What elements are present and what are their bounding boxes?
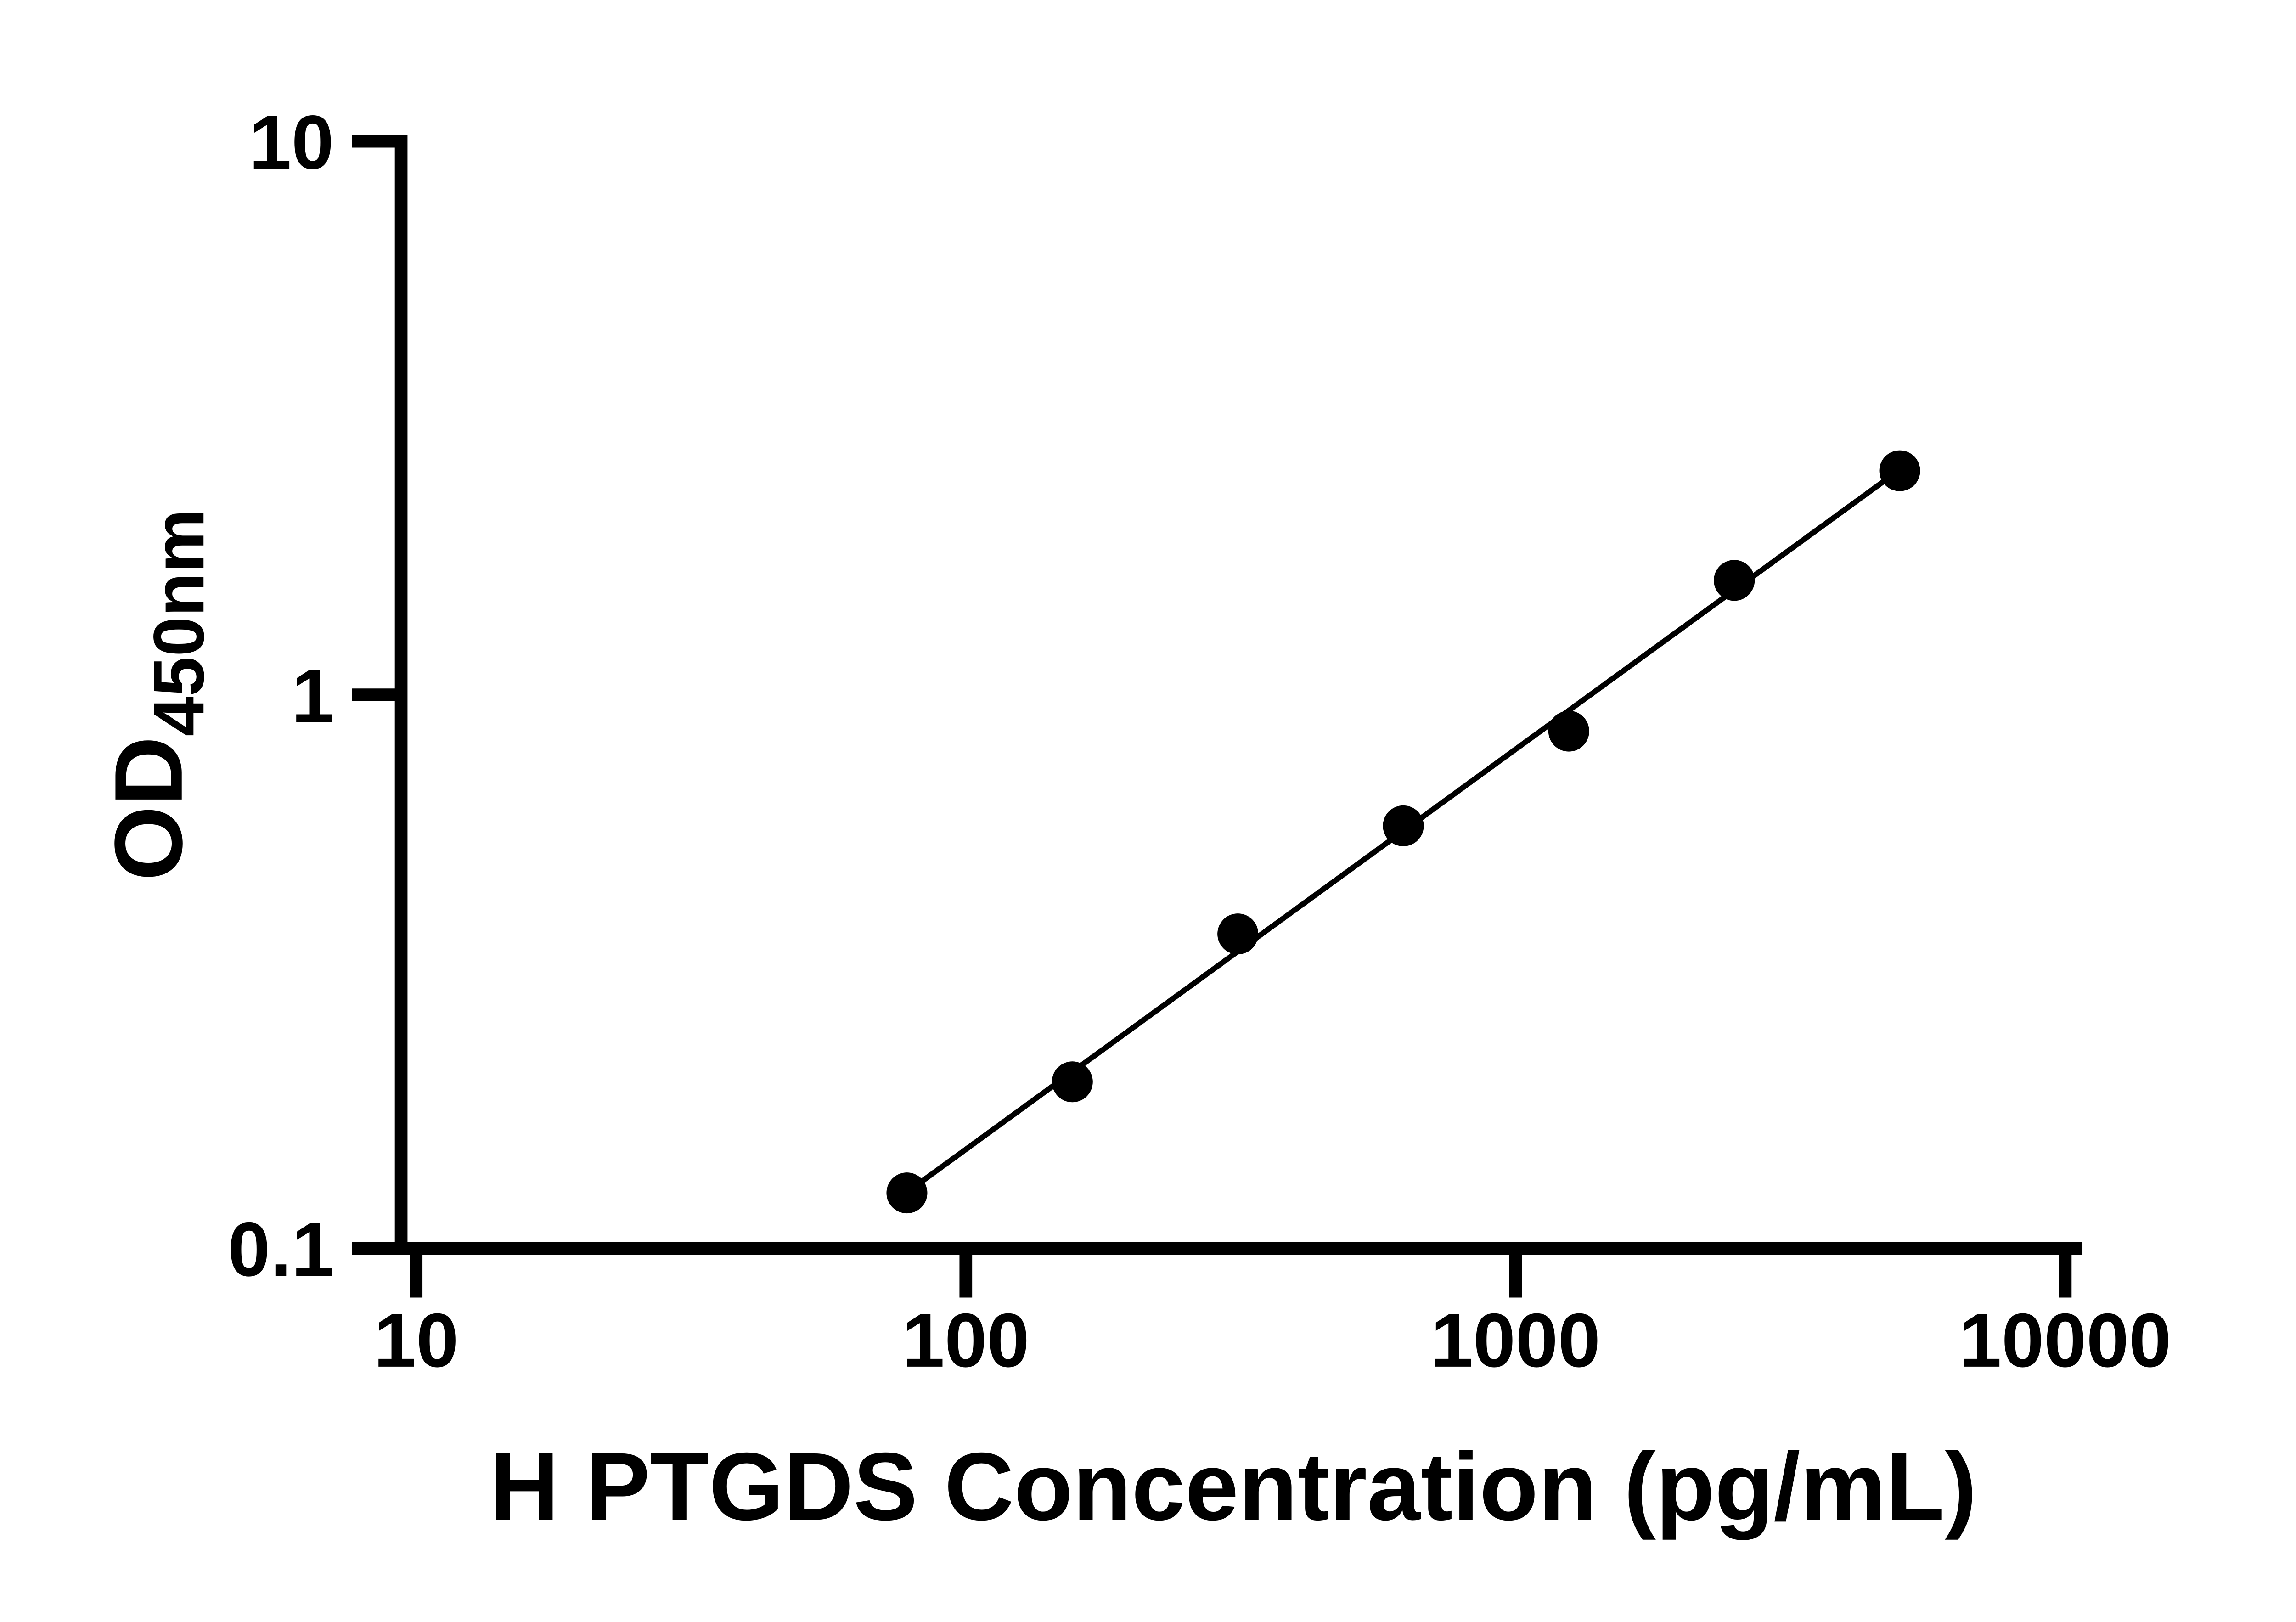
y-axis-title-main: OD bbox=[95, 736, 203, 881]
data-point bbox=[1217, 913, 1259, 955]
y-tick-label: 10 bbox=[249, 100, 334, 185]
y-tick-label: 1 bbox=[292, 654, 334, 739]
x-tick-label: 100 bbox=[902, 1298, 1030, 1383]
data-point bbox=[1714, 560, 1755, 601]
x-axis-title: H PTGDS Concentration (pg/mL) bbox=[490, 1433, 1977, 1540]
y-axis-title-subscript: 450nm bbox=[139, 509, 219, 736]
x-tick-label: 10 bbox=[374, 1298, 459, 1383]
y-axis-title: OD450nm bbox=[95, 509, 219, 881]
data-point bbox=[1548, 710, 1589, 752]
data-point bbox=[1383, 805, 1424, 846]
data-point bbox=[1052, 1061, 1093, 1103]
x-tick-label: 10000 bbox=[1959, 1298, 2171, 1383]
data-point bbox=[1879, 450, 1920, 491]
x-tick-label: 1000 bbox=[1431, 1298, 1601, 1383]
y-tick-label: 0.1 bbox=[228, 1207, 334, 1292]
data-point bbox=[886, 1172, 928, 1214]
